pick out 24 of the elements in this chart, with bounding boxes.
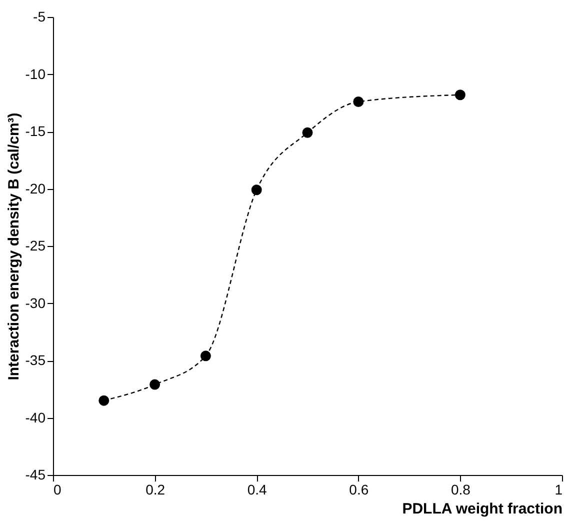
point [454, 90, 466, 100]
y-tick-label: -10 [25, 66, 46, 82]
y-tick-label: -30 [25, 294, 46, 311]
x-axis-title: PDLLA weight fraction [402, 500, 562, 518]
point [353, 96, 364, 107]
x-tick-label: 0.4 [247, 482, 268, 498]
y-tick-label: -40 [25, 409, 46, 426]
point [200, 350, 211, 362]
x-tick-label: 0.2 [146, 482, 166, 498]
y-tick-label: -15 [25, 123, 46, 139]
y-tick-label: -20 [25, 180, 46, 196]
y-tick-label: -25 [25, 238, 46, 254]
point [302, 127, 313, 138]
x-tick-label: 0.8 [450, 482, 471, 498]
x-tick-label: 0 [54, 482, 62, 498]
x-tick-label: 1 [554, 482, 563, 498]
y-tick-label: -5 [33, 8, 46, 24]
x-tick-label: 0.6 [349, 482, 369, 498]
y-tick-label: -35 [25, 352, 46, 368]
point [251, 184, 262, 196]
y-axis-title: Interaction energy density B (cal/cm³) [5, 112, 22, 380]
point [150, 379, 160, 390]
point [98, 395, 110, 406]
y-tick-label: -45 [25, 466, 46, 482]
